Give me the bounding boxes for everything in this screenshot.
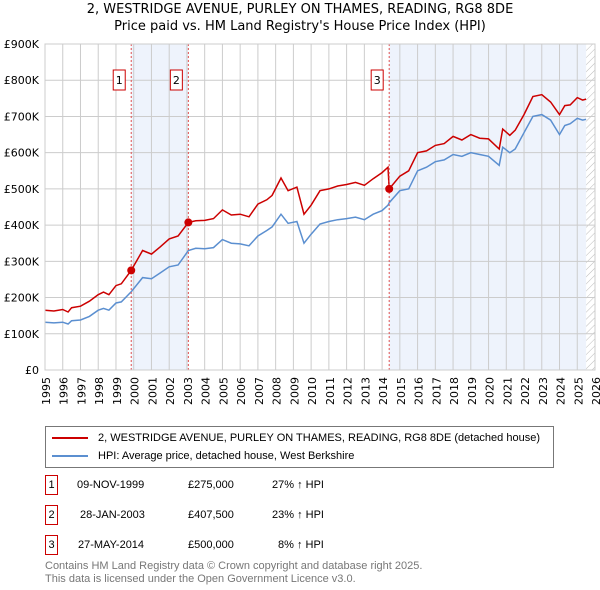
sale-price: £275,000 bbox=[188, 479, 234, 491]
x-tick-label: 2006 bbox=[235, 377, 248, 405]
x-tick-label: 2013 bbox=[359, 377, 372, 405]
sale-date: 28-JAN-2003 bbox=[80, 509, 145, 521]
sale-row: 3 27-MAY-2014 £500,000 8% ↑ HPI bbox=[45, 535, 345, 555]
y-tick-label: £100K bbox=[4, 328, 40, 341]
sale-row: 1 09-NOV-1999 £275,000 27% ↑ HPI bbox=[45, 475, 345, 495]
legend: 2, WESTRIDGE AVENUE, PURLEY ON THAMES, R… bbox=[45, 426, 554, 468]
y-tick-label: £700K bbox=[4, 110, 40, 123]
x-tick-label: 2011 bbox=[324, 377, 337, 405]
x-tick-label: 2017 bbox=[430, 377, 443, 405]
x-tick-label: 2022 bbox=[519, 377, 532, 405]
sale-point bbox=[385, 184, 394, 193]
legend-item-property: 2, WESTRIDGE AVENUE, PURLEY ON THAMES, R… bbox=[52, 430, 540, 446]
footer-line: This data is licensed under the Open Gov… bbox=[45, 573, 356, 585]
shaded-period bbox=[131, 44, 189, 370]
sale-point bbox=[127, 266, 136, 275]
x-tick-label: 2024 bbox=[555, 377, 568, 405]
sale-date: 09-NOV-1999 bbox=[77, 479, 145, 491]
x-tick-label: 2014 bbox=[377, 377, 390, 405]
sale-marker-box bbox=[112, 69, 126, 91]
sale-row: 2 28-JAN-2003 £407,500 23% ↑ HPI bbox=[45, 505, 345, 525]
x-tick-label: 2012 bbox=[342, 377, 355, 405]
sale-marker-box bbox=[370, 69, 384, 91]
x-tick-label: 2003 bbox=[182, 377, 195, 405]
property-price-line bbox=[44, 93, 587, 313]
chart-subtitle: Price paid vs. HM Land Registry's House … bbox=[114, 19, 486, 34]
y-tick-label: £900K bbox=[4, 38, 40, 51]
legend-swatch-blue bbox=[52, 455, 88, 457]
x-tick-label: 2023 bbox=[537, 377, 550, 405]
x-tick-label: 2002 bbox=[164, 377, 177, 405]
sale-price: £500,000 bbox=[188, 539, 234, 551]
x-tick-label: 2007 bbox=[253, 377, 266, 405]
y-tick-label: £200K bbox=[4, 292, 40, 305]
sale-marker-label: 1 bbox=[116, 74, 123, 87]
x-tick-label: 2025 bbox=[572, 377, 585, 405]
x-tick-label: 2008 bbox=[271, 377, 284, 405]
x-tick-label: 2009 bbox=[288, 377, 301, 405]
sale-price: £407,500 bbox=[188, 509, 234, 521]
y-tick-label: £500K bbox=[4, 183, 40, 196]
x-tick-label: 1995 bbox=[40, 377, 53, 405]
legend-label: 2, WESTRIDGE AVENUE, PURLEY ON THAMES, R… bbox=[98, 432, 540, 444]
sale-marker-label: 3 bbox=[374, 74, 381, 87]
x-tick-label: 2020 bbox=[484, 377, 497, 405]
x-tick-label: 2005 bbox=[217, 377, 230, 405]
sale-marker-label: 2 bbox=[45, 505, 58, 525]
x-tick-label: 2001 bbox=[146, 377, 159, 405]
legend-item-hpi: HPI: Average price, detached house, West… bbox=[52, 448, 354, 464]
sale-hpi: 23% ↑ HPI bbox=[272, 509, 324, 521]
legend-label: HPI: Average price, detached house, West… bbox=[98, 450, 355, 462]
y-tick-label: £800K bbox=[4, 74, 40, 87]
x-tick-label: 1997 bbox=[75, 377, 88, 405]
x-tick-label: 2018 bbox=[448, 377, 461, 405]
x-tick-label: 2016 bbox=[413, 377, 426, 405]
x-tick-label: 2010 bbox=[306, 377, 319, 405]
x-tick-label: 1998 bbox=[93, 377, 106, 405]
chart-title: 2, WESTRIDGE AVENUE, PURLEY ON THAMES, R… bbox=[86, 2, 514, 17]
footer-line: Contains HM Land Registry data © Crown c… bbox=[45, 560, 423, 572]
sale-date: 27-MAY-2014 bbox=[78, 539, 145, 551]
plot-border bbox=[44, 43, 596, 371]
plot-area: 1 2 3 £0 £100K £200K £300K £400K £500K £600K £700K… bbox=[4, 38, 600, 405]
x-tick-label: 1996 bbox=[58, 377, 71, 405]
x-tick-label: 1999 bbox=[111, 377, 124, 405]
hpi-line bbox=[44, 113, 587, 325]
x-tick-label: 2019 bbox=[466, 377, 479, 405]
legend-swatch-red bbox=[52, 437, 88, 439]
sale-hpi: 8% ↑ HPI bbox=[278, 539, 324, 551]
shaded-period bbox=[389, 44, 587, 370]
x-tick-label: 2021 bbox=[501, 377, 514, 405]
sale-marker-label: 2 bbox=[173, 74, 180, 87]
x-tick-label: 2004 bbox=[200, 377, 213, 405]
y-tick-label: £300K bbox=[4, 255, 40, 268]
footer: Contains HM Land Registry data © Crown c… bbox=[45, 560, 422, 586]
sale-marker-label: 3 bbox=[45, 535, 58, 555]
x-tick-label: 2015 bbox=[395, 377, 408, 405]
sale-marker-label: 1 bbox=[45, 475, 58, 495]
forecast-hatch bbox=[586, 44, 595, 370]
y-tick-label: £600K bbox=[4, 147, 40, 160]
sale-hpi: 27% ↑ HPI bbox=[272, 479, 324, 491]
y-tick-label: £400K bbox=[4, 219, 40, 232]
x-tick-label: 2026 bbox=[590, 377, 600, 405]
y-tick-label: £0 bbox=[25, 364, 39, 377]
sale-marker-box bbox=[169, 69, 183, 91]
sale-point bbox=[184, 218, 193, 227]
x-tick-label: 2000 bbox=[129, 377, 142, 405]
